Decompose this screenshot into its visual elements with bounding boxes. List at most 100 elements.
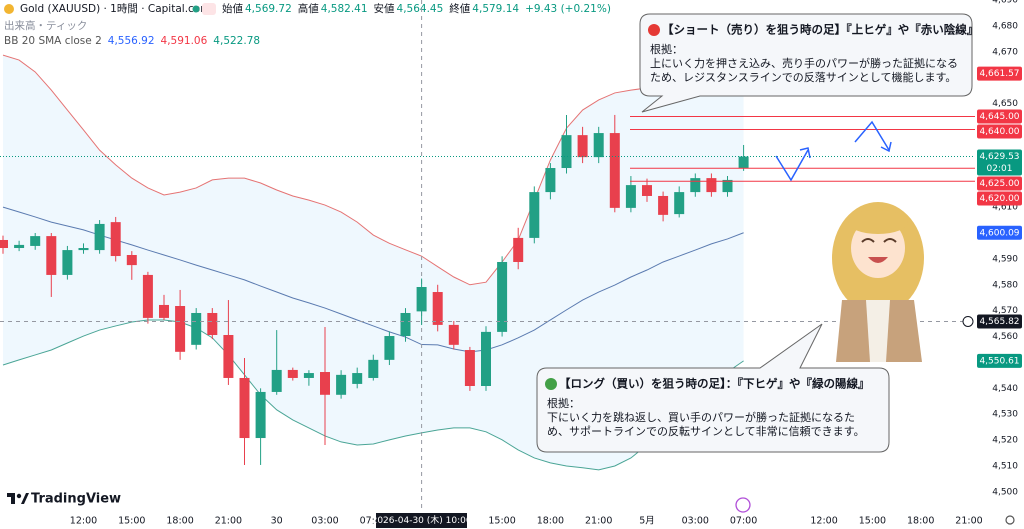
- y-tick-label: 4,610: [992, 203, 1018, 213]
- candle-body: [255, 391, 266, 439]
- candle-body: [320, 372, 330, 395]
- ohlc-value: 4,579.14: [472, 3, 519, 15]
- candle-body: [368, 359, 379, 378]
- candle-body: [30, 236, 41, 246]
- band-upper: [2, 54, 744, 286]
- candle-body: [384, 336, 395, 360]
- eye: [861, 238, 897, 243]
- x-tick-label: 03:00: [311, 516, 338, 527]
- candle-body: [416, 286, 427, 312]
- price-box: [977, 225, 1022, 240]
- y-tick-label: 4,650: [992, 99, 1018, 109]
- bangs: [848, 210, 908, 234]
- x-tick-label: 18:00: [907, 516, 934, 527]
- x-tick-label: 21:00: [215, 516, 242, 527]
- settings-icon[interactable]: [1005, 515, 1015, 525]
- callout-title: 【ショート（売り）を狙う時の足】『上ヒゲ』や『赤い陰線』: [662, 23, 978, 37]
- logo-mark: [21, 493, 29, 504]
- candle-body: [0, 239, 8, 249]
- price-box: [977, 176, 1022, 191]
- candle-body: [46, 236, 57, 275]
- candle-body: [271, 369, 282, 392]
- candle-body: [78, 248, 89, 251]
- ohlc-label: 終値: [449, 2, 470, 15]
- ohlc-value: 4,582.41: [321, 3, 368, 15]
- callout-icon: [545, 378, 557, 390]
- y-tick-label: 4,580: [992, 280, 1018, 290]
- candle-body: [352, 373, 363, 384]
- y-tick-label: 4,510: [992, 461, 1018, 471]
- header: Gold (XAUUSD) · 1時間 · Capital.com 出来高・ティ…: [4, 3, 216, 47]
- ohlc-value: 4,569.72: [245, 3, 292, 15]
- price-box-label: 4,645.00: [979, 112, 1019, 122]
- indicator-value: 4,522.78: [213, 35, 260, 47]
- x-tick-label: 15:00: [859, 516, 886, 527]
- y-tick-label: 4,570: [992, 306, 1018, 316]
- crosshair-time: 2026-04-30 (木) 10:00: [372, 514, 472, 526]
- candle-body: [142, 274, 153, 318]
- crosshair-time-box: [376, 513, 467, 528]
- x-tick-label: 15:00: [488, 516, 515, 527]
- candle-body: [110, 222, 121, 257]
- x-tick-label: 18:00: [537, 516, 564, 527]
- candle-body: [690, 178, 701, 193]
- status-pill: [202, 3, 216, 15]
- price-box-label: 4,661.57: [979, 69, 1019, 79]
- face: [851, 218, 905, 278]
- callout-line: め、サポートラインでの反転サインとして非常に信頼できます。: [547, 425, 865, 438]
- arrow: [775, 149, 809, 182]
- callout-line: 下にいく力を跳ね返し、買い手のパワーが勝った証拠になるた: [547, 410, 855, 424]
- x-tick-label: 5月: [639, 516, 655, 527]
- candle-body: [642, 185, 652, 196]
- symbol: Gold (XAUUSD) · 1時間 · Capital.com: [20, 3, 210, 15]
- indicator-name: BB 20 SMA close 2: [4, 35, 102, 47]
- price-box-label: 4,550.61: [979, 356, 1019, 366]
- candle-body: [593, 133, 604, 158]
- symbol-icon: [4, 4, 14, 14]
- candle-body: [191, 312, 202, 345]
- candle-body: [432, 292, 443, 325]
- candle-body: [239, 377, 250, 439]
- arrow: [854, 120, 890, 151]
- candle-body: [126, 255, 137, 266]
- price-box-label: 4,625.00: [979, 179, 1019, 189]
- candle-body: [207, 312, 218, 335]
- candle-body: [336, 374, 347, 395]
- arrowhead: [799, 147, 811, 159]
- price-box-label: 4,620.00: [979, 194, 1019, 204]
- candle-body: [14, 244, 25, 249]
- band-lower: [2, 319, 744, 471]
- candle-body: [658, 195, 669, 215]
- band-fill: [3, 55, 744, 470]
- logo-text: TradingView: [31, 492, 121, 507]
- candle-body: [287, 369, 298, 378]
- x-tick-label: 21:00: [955, 516, 982, 527]
- price-box: [977, 109, 1022, 124]
- candle-body: [513, 237, 524, 262]
- candle-body: [159, 304, 169, 318]
- candle-body: [561, 135, 572, 169]
- candle-body: [674, 192, 685, 215]
- y-tick-label: 4,500: [992, 487, 1018, 497]
- character: [832, 202, 924, 362]
- callout-box: [536, 323, 890, 453]
- callout-icon: [648, 24, 660, 36]
- indicator-value: 4,591.06: [161, 35, 208, 47]
- x-tick-label: 07:00: [360, 516, 387, 527]
- alert-icon[interactable]: [735, 497, 751, 513]
- y-tick-label: 4,680: [992, 21, 1018, 31]
- candle-body: [223, 334, 234, 378]
- candle-body: [94, 223, 105, 251]
- price-box: [977, 149, 1022, 176]
- candle-body: [625, 185, 636, 208]
- y-tick-label: 4,690: [992, 0, 1018, 6]
- price-box-label: 4,565.82: [979, 317, 1019, 327]
- candle-body: [497, 261, 508, 332]
- candle-body: [706, 178, 717, 193]
- price-box-countdown: 02:01: [987, 164, 1013, 174]
- price-box: [977, 191, 1022, 206]
- logo: TradingView: [7, 492, 121, 507]
- x-tick-label: 12:00: [810, 516, 837, 527]
- price-box-label: 4,600.09: [979, 228, 1019, 238]
- callout-title: 【ロング（買い）を狙う時の足】：『下ヒゲ』や『緑の陽線』: [559, 377, 870, 391]
